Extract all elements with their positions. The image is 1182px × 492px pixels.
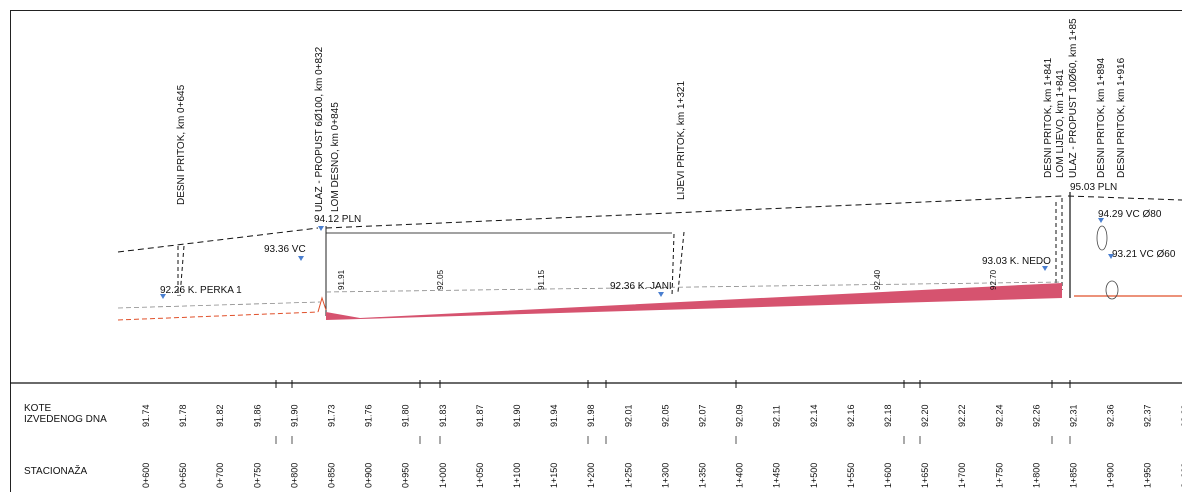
kote-value: 92.22 <box>957 404 967 427</box>
profile-value-3: 91.15 <box>537 269 546 290</box>
drawing-frame <box>10 10 1182 492</box>
stacionaza-value: 1+050 <box>475 463 485 488</box>
stacionaza-value: 1+800 <box>1031 463 1041 488</box>
kote-value: 91.98 <box>586 404 596 427</box>
stacionaza-value: 0+850 <box>327 463 337 488</box>
kote-title-line-1: KOTE <box>24 403 52 414</box>
stacionaza-value: 1+700 <box>957 463 967 488</box>
stacionaza-row: 0+600 0+650 0+700 0+750 0+800 0+850 0+900 0+950… <box>141 463 1182 488</box>
stacionaza-value: 1+450 <box>772 463 782 488</box>
level-vc-1: 93.36 VC <box>264 244 306 255</box>
level-jani: 92.36 K. JANI <box>610 281 672 292</box>
tributary-drops <box>177 198 1063 297</box>
kote-value: 92.14 <box>809 404 819 427</box>
profile-fill <box>326 283 1062 320</box>
kote-value: 92.16 <box>846 404 856 427</box>
stacionaza-value: 1+650 <box>920 463 930 488</box>
kote-value: 92.31 <box>1069 404 1079 427</box>
stacionaza-value: 2+000 <box>1180 463 1182 488</box>
kote-value: 91.90 <box>512 404 522 427</box>
red-dashed-line <box>117 311 319 321</box>
stacionaza-value: 0+700 <box>215 463 225 488</box>
kote-value: 92.09 <box>735 404 745 427</box>
stacionaza-value: 1+550 <box>846 463 856 488</box>
kote-value: 92.20 <box>920 404 930 427</box>
stacionaza-value: 1+850 <box>1069 463 1079 488</box>
stacionaza-value: 1+100 <box>512 463 522 488</box>
profile-value-1: 91.91 <box>337 269 346 290</box>
kote-title: KOTE IZVEDENOG DNA <box>24 403 107 425</box>
stacionaza-value: 1+250 <box>623 463 633 488</box>
level-pln-1: 94.12 PLN <box>314 214 361 225</box>
stacionaza-value: 1+200 <box>586 463 596 488</box>
kote-value: 92.39 <box>1180 404 1182 427</box>
kote-value: 92.18 <box>883 404 893 427</box>
profile-value-2: 92.05 <box>436 269 445 290</box>
kote-value: 92.26 <box>1031 404 1041 427</box>
annotation-ulaz-propust-832: ULAZ - PROPUST 6Ø100, km 0+832 <box>314 46 325 212</box>
level-pln-2: 95.03 PLN <box>1070 182 1117 193</box>
stacionaza-value: 1+900 <box>1106 463 1116 488</box>
annotation-ulaz-propust-185: ULAZ - PROPUST 10Ø60, km 1+85 <box>1068 18 1079 178</box>
table-ticks <box>275 380 1071 444</box>
stacionaza-value: 1+000 <box>438 463 448 488</box>
upper-dashed-line <box>117 195 1182 253</box>
stacionaza-value: 0+750 <box>252 463 262 488</box>
level-nedo: 93.03 K. NEDO <box>982 256 1051 267</box>
kote-value: 91.83 <box>438 404 448 427</box>
stacionaza-value: 1+400 <box>735 463 745 488</box>
level-markers <box>160 218 1114 299</box>
kote-title-line-2: IZVEDENOG DNA <box>24 414 107 425</box>
kote-value: 91.86 <box>252 404 262 427</box>
kote-value: 91.82 <box>215 404 225 427</box>
culvert-symbols <box>1096 225 1119 300</box>
stacionaza-value: 1+750 <box>994 463 1004 488</box>
profile-value-4: 92.40 <box>873 269 882 290</box>
annotation-lom-desno-845: LOM DESNO, km 0+845 <box>330 102 341 212</box>
annotation-lom-lijevo-1841: LOM LIJEVO, km 1+841 <box>1055 69 1066 178</box>
level-vc-2: 94.29 VC Ø80 <box>1098 209 1162 220</box>
profile-value-5: 92.70 <box>989 269 998 290</box>
stacionaza-value: 1+950 <box>1143 463 1153 488</box>
kote-value: 91.74 <box>141 404 151 427</box>
kote-value: 91.76 <box>364 404 374 427</box>
level-vc-3: 93.21 VC Ø60 <box>1112 249 1176 260</box>
kote-row: 91.74 91.78 91.82 91.86 91.90 91.73 91.76 91.80… <box>141 404 1182 427</box>
stacionaza-value: 1+150 <box>549 463 559 488</box>
stacionaza-value: 1+300 <box>660 463 670 488</box>
kote-value: 91.78 <box>178 404 188 427</box>
stacionaza-value: 1+600 <box>883 463 893 488</box>
level-perka: 92.26 K. PERKA 1 <box>160 285 242 296</box>
kote-value: 92.37 <box>1143 404 1153 427</box>
stacionaza-value: 1+500 <box>809 463 819 488</box>
stacionaza-value: 0+900 <box>364 463 374 488</box>
annotation-desni-pritok-1894: DESNI PRITOK, km 1+894 <box>1096 57 1107 178</box>
annotation-desni-pritok-1841: DESNI PRITOK, km 1+841 <box>1043 57 1054 178</box>
lower-dashed-line <box>117 281 1063 309</box>
red-bump <box>317 296 327 313</box>
stacionaza-value: 0+950 <box>401 463 411 488</box>
stacionaza-value: 1+350 <box>698 463 708 488</box>
stacionaza-title: STACIONAŽA <box>24 466 88 477</box>
kote-value: 91.94 <box>549 404 559 427</box>
kote-value: 91.73 <box>327 404 337 427</box>
kote-value: 92.07 <box>698 404 708 427</box>
kote-value: 92.11 <box>772 405 782 427</box>
annotation-desni-pritok-1916: DESNI PRITOK, km 1+916 <box>1116 57 1127 178</box>
kote-value: 91.90 <box>289 404 299 427</box>
annotation-lijevi-pritok-1321: LIJEVI PRITOK, km 1+321 <box>676 81 687 200</box>
stacionaza-value: 0+600 <box>141 463 151 488</box>
kote-value: 92.24 <box>994 404 1004 427</box>
kote-value: 91.80 <box>401 404 411 427</box>
kote-value: 92.36 <box>1106 404 1116 427</box>
stacionaza-value: 0+650 <box>178 463 188 488</box>
kote-value: 92.01 <box>623 404 633 427</box>
kote-value: 91.87 <box>475 404 485 427</box>
stacionaza-value: 0+800 <box>289 463 299 488</box>
kote-value: 92.05 <box>660 404 670 427</box>
annotation-desni-pritok-645: DESNI PRITOK, km 0+645 <box>176 84 187 205</box>
